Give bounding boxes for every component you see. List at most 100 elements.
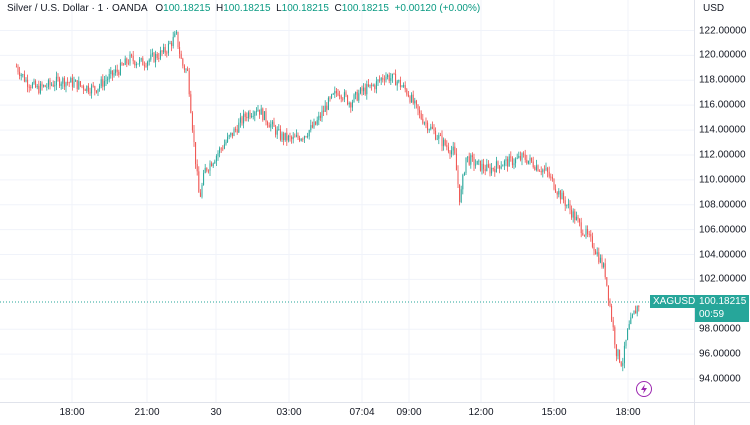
candle-body (414, 100, 416, 104)
candle-body (523, 153, 525, 155)
candle-body (556, 192, 558, 195)
candle-body (335, 91, 337, 94)
candle-body (55, 76, 57, 86)
candle-body (351, 101, 353, 108)
candle-body (116, 69, 118, 72)
candle-body (44, 85, 46, 87)
candle-body (41, 83, 43, 87)
candle-body (566, 204, 568, 206)
candle-body (350, 102, 352, 108)
candle-body (564, 200, 566, 206)
candle-body (140, 58, 142, 60)
last-price-value: 100.18215 (699, 296, 747, 307)
candle-body (427, 122, 429, 131)
candle-body (462, 175, 464, 190)
candle-body (628, 324, 630, 330)
price-tick-label: 110.00000 (699, 174, 746, 186)
candle-body (449, 151, 451, 155)
candle-body (313, 121, 315, 128)
candle-body (499, 165, 501, 169)
candle-body (22, 74, 24, 76)
candle-body (46, 86, 48, 88)
candle-body (363, 87, 365, 92)
candle-body (601, 257, 603, 268)
lightning-icon[interactable] (636, 381, 652, 397)
candle-body (147, 61, 149, 67)
candle-body (604, 263, 606, 278)
time-tick-label: 03:00 (276, 407, 302, 418)
candle-body (255, 111, 257, 113)
candle-body (95, 90, 97, 93)
candle-body (633, 310, 635, 315)
candle-body (399, 80, 401, 88)
candle-body (111, 70, 113, 76)
candle-body (59, 78, 61, 86)
price-tick-label: 114.00000 (699, 124, 746, 136)
candle-body (135, 64, 137, 66)
candle-body (481, 163, 483, 171)
price-chart[interactable] (0, 0, 694, 402)
candle-body (620, 361, 622, 366)
currency-label[interactable]: USD (703, 3, 725, 14)
candle-body (545, 168, 547, 170)
candle-body (87, 85, 89, 92)
candle-body (310, 125, 312, 131)
candle-body (139, 59, 141, 64)
time-scale[interactable] (0, 402, 694, 425)
candle-body (636, 306, 638, 314)
candle-body (70, 78, 72, 83)
candle-body (295, 134, 297, 137)
candle-body (374, 85, 376, 90)
candle-body (380, 78, 382, 81)
candle-body (142, 58, 144, 66)
symbol-price-label: XAGUSD (650, 295, 699, 308)
candle-body (611, 306, 613, 321)
candle-body (60, 83, 62, 86)
candle-body (174, 33, 176, 37)
candle-body (388, 75, 390, 81)
candle-body (86, 85, 88, 91)
candle-body (188, 70, 190, 95)
candle-body (43, 85, 45, 87)
candle-body (68, 82, 70, 84)
candle-body (513, 163, 515, 166)
symbol-title[interactable]: Silver / U.S. Dollar · 1 · OANDA (7, 3, 148, 14)
candle-body (548, 171, 550, 177)
candle-body (553, 178, 555, 190)
candle-body (524, 154, 526, 160)
candle-body (222, 148, 224, 150)
candle-body (79, 81, 81, 86)
candle-body (516, 157, 518, 159)
candle-body (446, 145, 448, 147)
candle-body (463, 173, 465, 176)
candle-body (447, 146, 449, 152)
candle-body (377, 79, 379, 82)
candle-body (593, 246, 595, 251)
candle-body (23, 74, 25, 82)
candle-body (84, 89, 86, 91)
candles (15, 29, 640, 372)
candle-body (57, 76, 59, 79)
candle-body (339, 95, 341, 97)
chart-area[interactable] (0, 0, 694, 402)
time-tick-label: 18:00 (59, 407, 85, 418)
candle-body (65, 82, 67, 87)
candle-body (75, 80, 77, 82)
candle-body (543, 169, 545, 171)
candle-body (124, 58, 126, 65)
candle-body (630, 317, 632, 325)
candle-body (561, 192, 563, 200)
candle-body (294, 136, 296, 138)
candle-body (263, 111, 265, 121)
candle-body (468, 156, 470, 165)
candle-body (455, 153, 457, 171)
candle-body (500, 166, 502, 169)
candle-body (307, 136, 309, 138)
candle-body (190, 94, 192, 113)
candle-body (209, 163, 211, 171)
price-tick-label: 120.00000 (699, 49, 747, 61)
price-tick-label: 104.00000 (699, 249, 747, 261)
candle-body (276, 129, 278, 135)
candle-body (395, 73, 397, 86)
candle-body (199, 192, 201, 197)
